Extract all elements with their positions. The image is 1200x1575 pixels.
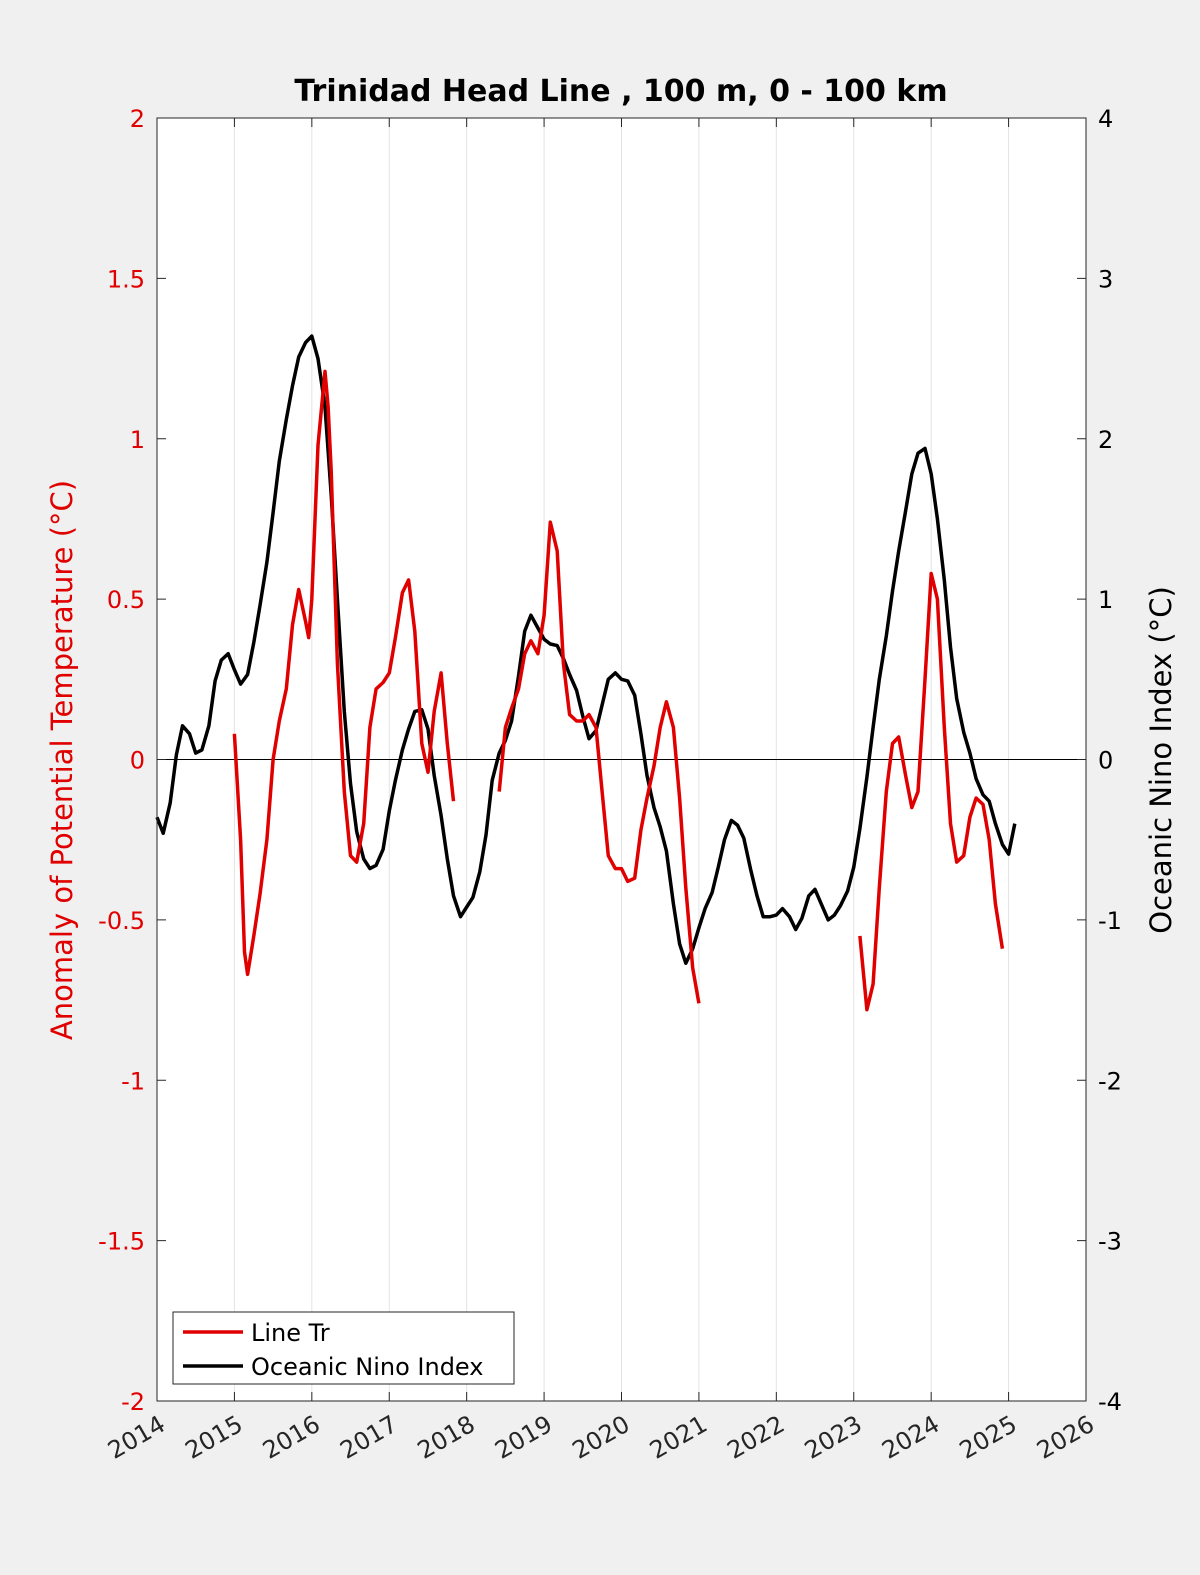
right-tick-label: -2	[1098, 1067, 1122, 1095]
right-tick-label: 4	[1098, 105, 1113, 133]
left-tick-label: 1	[130, 426, 145, 454]
right-tick-label: 2	[1098, 426, 1113, 454]
legend-box	[172, 1311, 515, 1385]
series-line-tr	[858, 571, 1005, 1012]
series-line-tr	[497, 520, 701, 1004]
right-tick-label: -3	[1098, 1228, 1122, 1256]
legend-label-oni: Oceanic Nino Index	[251, 1353, 483, 1381]
chart-title: Trinidad Head Line , 100 m, 0 - 100 km	[294, 74, 947, 109]
left-tick-label: 0	[130, 747, 145, 775]
right-tick-label: -4	[1098, 1388, 1122, 1416]
legend-label-line-tr: Line Tr	[251, 1319, 330, 1347]
left-tick-label: -2	[121, 1388, 145, 1416]
right-tick-label: 3	[1098, 265, 1113, 293]
left-tick-label: 0.5	[107, 586, 145, 614]
right-y-axis: -4 -3 -2 -1 0 1 2 3 4	[1077, 105, 1122, 1416]
right-tick-label: 1	[1098, 586, 1113, 614]
left-tick-label: -1.5	[98, 1228, 145, 1256]
series-lines	[155, 334, 1017, 1012]
left-axis-label: Anomaly of Potential Temperature (°C)	[45, 480, 79, 1040]
left-y-axis: -2 -1.5 -1 -0.5 0 0.5 1 1.5 2	[98, 105, 166, 1416]
right-tick-label: 0	[1098, 747, 1113, 775]
left-tick-label: 2	[130, 105, 145, 133]
right-tick-label: -1	[1098, 907, 1122, 935]
left-tick-label: -0.5	[98, 907, 145, 935]
legend: Line Tr Oceanic Nino Index	[172, 1311, 515, 1385]
series-oni	[155, 334, 1017, 965]
series-line-tr	[232, 369, 456, 977]
right-axis-label: Oceanic Nino Index (°C)	[1144, 586, 1178, 934]
left-tick-label: 1.5	[107, 265, 145, 293]
left-tick-label: -1	[121, 1067, 145, 1095]
